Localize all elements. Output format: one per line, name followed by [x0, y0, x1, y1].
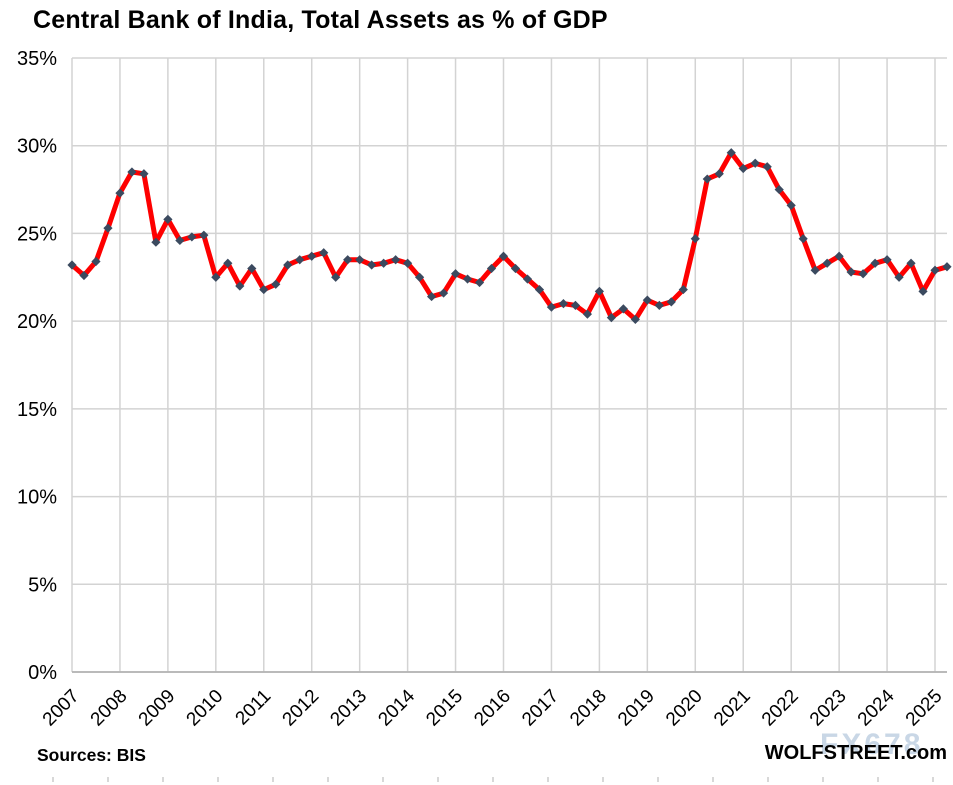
svg-text:2020: 2020: [662, 686, 707, 731]
bottom-tick: [877, 777, 879, 782]
data-point-markers: [67, 148, 952, 324]
y-axis-labels: 0% 5% 10% 15% 20% 25% 30% 35%: [17, 48, 57, 684]
svg-text:30%: 30%: [17, 136, 57, 158]
svg-text:2016: 2016: [470, 686, 515, 731]
bottom-tick: [52, 777, 54, 782]
svg-text:2009: 2009: [135, 686, 180, 731]
x-axis-labels: 2007 2008 2009 2010 2011 2012 2013 2014 2015 2016…: [39, 685, 947, 730]
bottom-tick: [162, 777, 164, 782]
source-note: Sources: BIS: [37, 745, 146, 765]
svg-text:2018: 2018: [566, 686, 611, 731]
chart-title: Central Bank of India, Total Assets as %…: [33, 6, 608, 34]
bottom-tick: [657, 777, 659, 782]
bottom-tick-row: [0, 777, 953, 783]
svg-text:2017: 2017: [518, 686, 563, 731]
gridlines: [71, 57, 947, 673]
svg-text:2022: 2022: [758, 686, 803, 731]
svg-text:25%: 25%: [17, 223, 57, 245]
svg-text:15%: 15%: [17, 399, 57, 421]
bottom-tick: [547, 777, 549, 782]
fx678-watermark: FX678: [820, 728, 924, 761]
svg-text:2013: 2013: [326, 686, 371, 731]
svg-text:2023: 2023: [806, 686, 851, 731]
svg-text:2021: 2021: [710, 686, 755, 731]
bottom-tick: [272, 777, 274, 782]
bottom-tick: [822, 777, 824, 782]
svg-text:2025: 2025: [902, 686, 947, 731]
svg-text:2012: 2012: [279, 686, 324, 731]
bottom-tick: [327, 777, 329, 782]
wolfstreet-brand: WOLFSTREET.com: [764, 742, 947, 764]
svg-text:2024: 2024: [854, 685, 899, 730]
svg-text:2011: 2011: [232, 686, 276, 730]
bottom-tick: [107, 777, 109, 782]
svg-text:20%: 20%: [17, 311, 57, 333]
bottom-tick: [602, 777, 604, 782]
bottom-tick: [492, 777, 494, 782]
bottom-tick: [767, 777, 769, 782]
svg-text:2015: 2015: [422, 686, 467, 731]
svg-text:2010: 2010: [183, 686, 228, 731]
svg-text:5%: 5%: [28, 574, 57, 596]
svg-text:2019: 2019: [614, 686, 659, 731]
bottom-tick: [382, 777, 384, 782]
svg-text:0%: 0%: [28, 662, 57, 684]
svg-text:10%: 10%: [17, 487, 57, 509]
bottom-tick: [437, 777, 439, 782]
svg-text:2007: 2007: [39, 686, 84, 731]
svg-text:2014: 2014: [374, 685, 419, 730]
bottom-tick: [217, 777, 219, 782]
bottom-tick: [712, 777, 714, 782]
bottom-tick: [932, 777, 934, 782]
svg-text:35%: 35%: [17, 48, 57, 70]
svg-text:2008: 2008: [87, 686, 132, 731]
